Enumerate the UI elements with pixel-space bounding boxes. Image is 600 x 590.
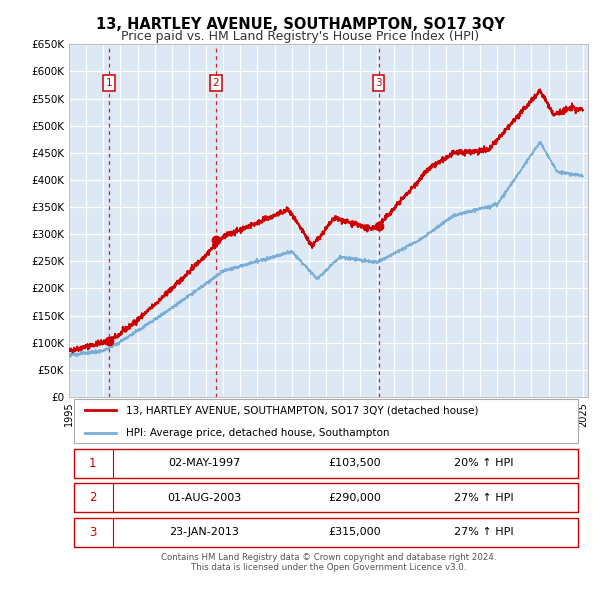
Text: 3: 3 bbox=[89, 526, 97, 539]
Text: 20% ↑ HPI: 20% ↑ HPI bbox=[454, 458, 514, 468]
FancyBboxPatch shape bbox=[74, 399, 578, 443]
Text: 27% ↑ HPI: 27% ↑ HPI bbox=[454, 493, 514, 503]
Text: 2: 2 bbox=[212, 78, 219, 88]
Text: Price paid vs. HM Land Registry's House Price Index (HPI): Price paid vs. HM Land Registry's House … bbox=[121, 30, 479, 43]
FancyBboxPatch shape bbox=[74, 483, 578, 512]
Text: Contains HM Land Registry data © Crown copyright and database right 2024.
This d: Contains HM Land Registry data © Crown c… bbox=[161, 553, 496, 572]
Text: £315,000: £315,000 bbox=[328, 527, 381, 537]
Text: 23-JAN-2013: 23-JAN-2013 bbox=[169, 527, 239, 537]
Text: 01-AUG-2003: 01-AUG-2003 bbox=[167, 493, 241, 503]
FancyBboxPatch shape bbox=[74, 449, 578, 478]
Text: 13, HARTLEY AVENUE, SOUTHAMPTON, SO17 3QY: 13, HARTLEY AVENUE, SOUTHAMPTON, SO17 3Q… bbox=[95, 17, 505, 32]
Text: 3: 3 bbox=[375, 78, 382, 88]
Text: 27% ↑ HPI: 27% ↑ HPI bbox=[454, 527, 514, 537]
Text: HPI: Average price, detached house, Southampton: HPI: Average price, detached house, Sout… bbox=[126, 428, 389, 438]
Text: 1: 1 bbox=[106, 78, 112, 88]
Text: £290,000: £290,000 bbox=[328, 493, 381, 503]
Text: £103,500: £103,500 bbox=[328, 458, 381, 468]
Text: 02-MAY-1997: 02-MAY-1997 bbox=[168, 458, 240, 468]
FancyBboxPatch shape bbox=[74, 517, 578, 547]
Text: 2: 2 bbox=[89, 491, 97, 504]
Text: 1: 1 bbox=[89, 457, 97, 470]
Text: 13, HARTLEY AVENUE, SOUTHAMPTON, SO17 3QY (detached house): 13, HARTLEY AVENUE, SOUTHAMPTON, SO17 3Q… bbox=[126, 405, 479, 415]
